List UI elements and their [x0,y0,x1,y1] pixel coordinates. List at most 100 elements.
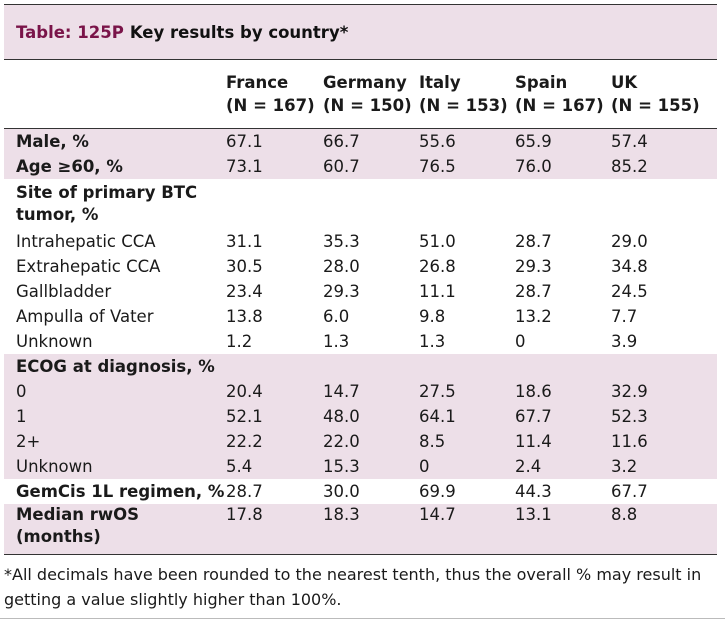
column-header-uk: UK (N = 155) [611,71,707,117]
row-label: Intrahepatic CCA [16,231,156,251]
column-header-france: France (N = 167) [226,71,323,117]
cell-uk: 24.5 [611,282,648,301]
table-row: Unknown 5.4 15.3 0 2.4 3.2 [4,454,717,479]
row-label: Ampulla of Vater [16,306,154,326]
column-n: (N = 150) [323,96,412,115]
column-header-italy: Italy (N = 153) [419,71,515,117]
cell-spain: 13.2 [515,307,552,326]
row-label: Site of primary BTC tumor, % [16,183,198,224]
cell-uk: 11.6 [611,432,648,451]
cell-uk: 32.9 [611,382,648,401]
table-title-bar: Table: 125P Key results by country* [4,4,717,59]
cell-france: 13.8 [226,307,263,326]
cell-spain: 29.3 [515,257,552,276]
column-n: (N = 155) [611,96,700,115]
cell-italy: 27.5 [419,382,456,401]
cell-uk: 3.9 [611,332,638,351]
cell-france: 5.4 [226,457,253,476]
cell-uk: 29.0 [611,232,648,251]
cell-uk: 3.2 [611,457,638,476]
cell-france: 52.1 [226,407,263,426]
cell-spain: 28.7 [515,282,552,301]
table-label: Table: 125P [16,22,124,42]
cell-spain: 28.7 [515,232,552,251]
cell-uk: 52.3 [611,407,648,426]
title-rule [4,59,717,60]
cell-italy: 8.5 [419,432,446,451]
row-label: Gallbladder [16,281,112,301]
table-row: 0 20.4 14.7 27.5 18.6 32.9 [4,379,717,404]
cell-uk: 34.8 [611,257,648,276]
cell-uk: 7.7 [611,307,638,326]
cell-uk: 67.7 [611,482,648,501]
cell-italy: 51.0 [419,232,456,251]
cell-uk: 85.2 [611,157,648,176]
table-title: Key results by country* [129,22,349,42]
header-rule [4,128,717,129]
cell-italy: 9.8 [419,307,446,326]
table-row: GemCis 1L regimen, % 28.7 30.0 69.9 44.3… [4,479,717,504]
row-label: GemCis 1L regimen, % [16,481,225,501]
cell-france: 1.2 [226,332,253,351]
cell-spain: 2.4 [515,457,542,476]
column-name: Italy [419,73,461,92]
row-label: Median rwOS (months) [16,505,139,546]
cell-germany: 48.0 [323,407,360,426]
column-name: Germany [323,73,407,92]
cell-germany: 60.7 [323,157,360,176]
cell-germany: 18.3 [323,505,360,524]
cell-germany: 22.0 [323,432,360,451]
cell-germany: 35.3 [323,232,360,251]
cell-germany: 28.0 [323,257,360,276]
table-row: Male, % 67.1 66.7 55.6 65.9 57.4 [4,129,717,154]
table-row: Median rwOS (months) 17.8 18.3 14.7 13.1… [4,504,717,554]
column-n: (N = 153) [419,96,508,115]
column-name: France [226,73,289,92]
table-row: Age ≥60, % 73.1 60.7 76.5 76.0 85.2 [4,154,717,179]
column-header-spain: Spain (N = 167) [515,71,611,117]
cell-spain: 18.6 [515,382,552,401]
column-name: UK [611,73,638,92]
column-header-germany: Germany (N = 150) [323,71,419,117]
table-header: France (N = 167) Germany (N = 150) Italy… [4,60,717,128]
table-footnote: *All decimals have been rounded to the n… [4,565,702,609]
table-row: Gallbladder 23.4 29.3 11.1 28.7 24.5 [4,279,717,304]
row-label: Extrahepatic CCA [16,256,161,276]
table-body: Male, % 67.1 66.7 55.6 65.9 57.4 Age ≥60… [4,129,717,555]
cell-italy: 76.5 [419,157,456,176]
footnote-rule [0,618,725,619]
cell-italy: 0 [419,457,430,476]
cell-france: 20.4 [226,382,263,401]
cell-uk: 57.4 [611,132,648,151]
row-label: ECOG at diagnosis, % [16,356,215,376]
section-heading-row: Site of primary BTC tumor, % [4,179,717,229]
cell-germany: 29.3 [323,282,360,301]
table-row: Unknown 1.2 1.3 1.3 0 3.9 [4,329,717,354]
table-row: Ampulla of Vater 13.8 6.0 9.8 13.2 7.7 [4,304,717,329]
cell-germany: 66.7 [323,132,360,151]
column-n: (N = 167) [226,96,315,115]
cell-italy: 11.1 [419,282,456,301]
row-label: Age ≥60, % [16,156,123,176]
row-label: Unknown [16,331,93,351]
cell-italy: 26.8 [419,257,456,276]
cell-france: 30.5 [226,257,263,276]
row-label: 2+ [16,431,41,451]
table-row: 1 52.1 48.0 64.1 67.7 52.3 [4,404,717,429]
cell-italy: 1.3 [419,332,446,351]
table-row: 2+ 22.2 22.0 8.5 11.4 11.6 [4,429,717,454]
cell-italy: 64.1 [419,407,456,426]
row-label: Unknown [16,456,93,476]
cell-spain: 13.1 [515,505,552,524]
cell-spain: 11.4 [515,432,552,451]
column-name: Spain [515,73,568,92]
cell-italy: 69.9 [419,482,456,501]
cell-italy: 14.7 [419,505,456,524]
cell-spain: 65.9 [515,132,552,151]
cell-germany: 30.0 [323,482,360,501]
cell-france: 67.1 [226,132,263,151]
row-label: Male, % [16,131,89,151]
row-label: 0 [16,381,27,401]
cell-uk: 8.8 [611,505,638,524]
cell-spain: 44.3 [515,482,552,501]
